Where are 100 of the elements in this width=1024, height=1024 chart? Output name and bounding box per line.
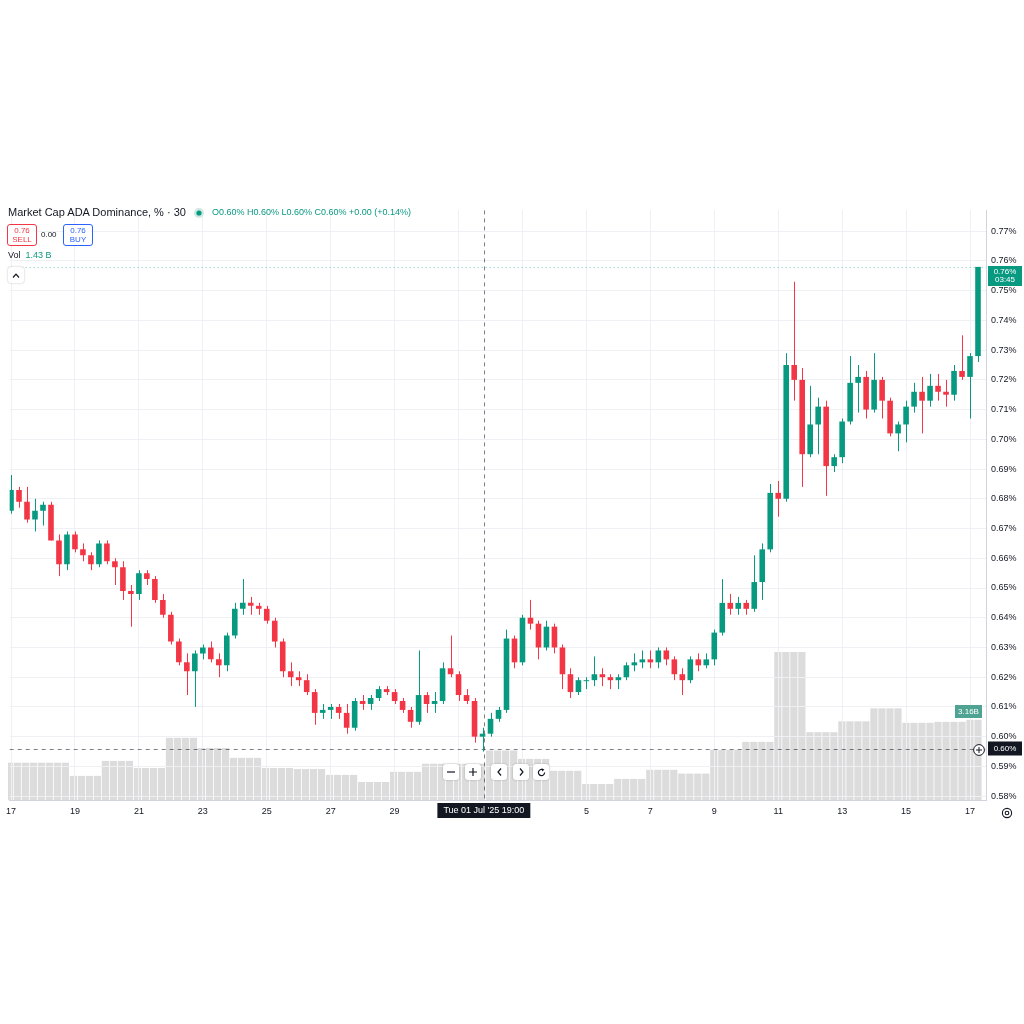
x-tick-label: 11 <box>773 805 783 816</box>
candlestick <box>727 593 734 616</box>
candlestick <box>487 712 494 738</box>
candlestick <box>895 421 901 452</box>
candlestick <box>855 364 861 414</box>
y-tick-label: 0.64% <box>991 612 1017 623</box>
x-tick-label: 7 <box>647 805 653 816</box>
candlestick <box>423 691 430 714</box>
annotation: 1.43 B <box>25 250 52 260</box>
x-tick-label: 5 <box>583 805 589 816</box>
candlestick <box>32 498 38 533</box>
y-tick-label: 0.77% <box>991 225 1017 236</box>
data-label: 3.16B <box>955 705 982 718</box>
y-tick-label: 0.71% <box>991 404 1017 415</box>
y-tick-label: 0.59% <box>991 760 1017 771</box>
candlestick <box>72 531 78 553</box>
x-tick-label: 17 <box>6 805 17 816</box>
candlestick <box>943 379 949 408</box>
x-tick-label: 19 <box>69 805 80 816</box>
y-tick-label: 0.67% <box>991 523 1017 534</box>
candlestick <box>879 376 885 420</box>
x-tick-label: 15 <box>901 805 912 816</box>
candlestick <box>567 667 574 699</box>
candlestick <box>927 373 933 408</box>
candlestick <box>120 560 126 601</box>
candlestick <box>303 673 310 696</box>
x-tick-label: 25 <box>261 805 272 816</box>
candlestick <box>455 670 462 702</box>
sell-button: 0.76 SELL <box>7 224 37 246</box>
candlestick <box>239 578 246 616</box>
x-tick-label: 27 <box>325 805 336 816</box>
candlestick <box>527 599 534 631</box>
candlestick <box>271 617 278 648</box>
ref-line-label: 0.76% 03:45 <box>993 266 1017 285</box>
x-tick-label: 29 <box>389 805 400 816</box>
candlestick <box>192 649 198 708</box>
candlestick <box>671 655 678 681</box>
candlestick <box>407 706 414 729</box>
y-tick-label: 0.69% <box>991 463 1017 474</box>
y-tick-label: 0.72% <box>991 374 1017 385</box>
candlestick <box>775 480 782 518</box>
candlestick <box>136 569 142 601</box>
candlestick <box>591 655 598 687</box>
candlestick <box>679 667 686 696</box>
y-tick-label: 0.63% <box>991 641 1017 652</box>
candlestick <box>16 486 22 509</box>
annotation: 0.00 <box>41 230 57 239</box>
candlestick <box>24 486 30 524</box>
y-tick-label: 0.61% <box>991 701 1017 712</box>
candlestick <box>112 557 118 586</box>
candlestick <box>911 382 917 414</box>
y-tick-label: 0.73% <box>991 344 1017 355</box>
candlestick <box>216 652 222 678</box>
candlestick <box>967 352 973 420</box>
annotation: BUY <box>69 235 87 244</box>
candlestick <box>104 539 110 565</box>
y-tick-label: 0.68% <box>991 493 1017 504</box>
y-tick-label: 0.62% <box>991 671 1017 682</box>
candlestick <box>56 533 62 577</box>
candlestick <box>128 584 134 628</box>
candlestick <box>951 364 957 402</box>
candlestick <box>919 376 925 434</box>
y-tick-label: 0.65% <box>991 582 1017 593</box>
buy-button: 0.76 BUY <box>63 224 93 246</box>
annotation: 0.76 <box>14 226 30 235</box>
annotation: 0.76 <box>70 226 86 235</box>
candlestick <box>655 646 662 669</box>
candlestick <box>208 641 214 663</box>
y-tick-label: 0.74% <box>991 314 1017 325</box>
candlestick <box>791 281 797 402</box>
candlestick <box>9 474 14 515</box>
x-tick-label: 13 <box>837 805 848 816</box>
candlestick <box>152 575 158 604</box>
y-tick-label: 0.58% <box>991 790 1017 801</box>
y-tick-label: 0.75% <box>991 285 1017 296</box>
x-tick-label: 23 <box>197 805 208 816</box>
candlestick <box>343 703 350 735</box>
chart-title: Market Cap ADA Dominance, % · 30 <box>8 206 186 219</box>
candlestick <box>40 501 46 527</box>
annotation: O0.60% H0.60% L0.60% C0.60% +0.00 (+0.14%) <box>211 206 412 219</box>
x-tick-label: 17 <box>965 805 976 816</box>
annotation: Vol <box>8 250 21 260</box>
y-tick-label: 0.76% <box>991 255 1017 266</box>
candlestick <box>311 688 318 726</box>
ref-line-label: Tue 01 Jul '25 19:00 <box>443 804 525 815</box>
candlestick <box>447 635 454 678</box>
candlestick <box>815 397 821 455</box>
x-tick-label: 21 <box>133 805 144 816</box>
candlestick <box>935 373 941 402</box>
candlestick <box>176 638 182 666</box>
candlestick <box>687 655 694 684</box>
candlestick <box>287 661 294 687</box>
x-tick-label: 9 <box>711 805 717 816</box>
candlestick <box>96 539 102 568</box>
candlestick <box>903 400 909 443</box>
y-tick-label: 0.70% <box>991 433 1017 444</box>
y-tick-label: 0.60% <box>991 731 1017 742</box>
candlestick <box>184 652 190 696</box>
candlestick <box>160 593 166 619</box>
candlestick <box>959 334 965 381</box>
